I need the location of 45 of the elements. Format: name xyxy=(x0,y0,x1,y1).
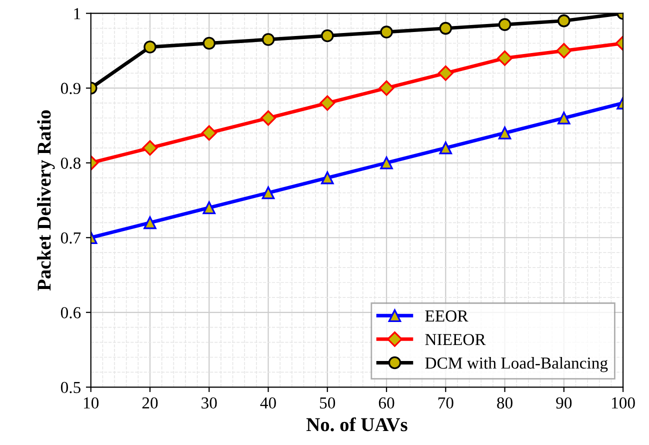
x-tick-label: 100 xyxy=(612,397,635,409)
point xyxy=(201,125,217,141)
y-tick-label: 0.6 xyxy=(60,307,81,318)
point xyxy=(556,43,572,58)
x-tick-label: 10 xyxy=(84,397,99,409)
y-tick-label: 0.5 xyxy=(60,382,80,394)
point xyxy=(439,142,452,154)
point xyxy=(260,110,276,126)
point xyxy=(498,126,512,140)
point xyxy=(558,112,570,124)
point xyxy=(558,14,570,28)
point xyxy=(320,95,336,111)
point xyxy=(202,36,216,50)
point xyxy=(320,171,334,184)
point xyxy=(380,26,393,38)
point xyxy=(262,186,275,200)
x-tick-label: 60 xyxy=(378,397,394,409)
x-tick-label: 90 xyxy=(556,397,572,409)
point xyxy=(202,201,216,214)
point xyxy=(438,65,454,81)
y-axis-title: Packet Delivery Ratio xyxy=(37,110,55,291)
point xyxy=(144,216,156,230)
legend-label: NIEEOR xyxy=(425,334,486,346)
legend-label: DCM with Load-Balancing xyxy=(425,356,608,372)
point xyxy=(378,80,394,96)
point xyxy=(142,140,158,156)
point xyxy=(262,33,275,46)
y-tick-label: 0.7 xyxy=(60,232,81,244)
x-tick-label: 20 xyxy=(142,397,158,409)
x-tick-label: 80 xyxy=(497,397,512,409)
point xyxy=(439,22,452,35)
y-tick-label: 0.8 xyxy=(60,158,80,169)
point xyxy=(498,18,512,31)
point xyxy=(497,50,512,66)
y-tick-label: 1 xyxy=(74,8,80,20)
legend-label: EEOR xyxy=(425,310,468,322)
y-tick-label: 0.9 xyxy=(60,82,80,94)
x-tick-label: 50 xyxy=(320,397,336,409)
x-tick-label: 70 xyxy=(438,397,454,409)
point xyxy=(320,29,334,42)
point xyxy=(144,40,156,54)
x-axis-title: No. of UAVs xyxy=(306,417,408,432)
x-tick-label: 30 xyxy=(202,397,217,409)
x-tick-label: 40 xyxy=(260,397,276,409)
point xyxy=(380,156,393,170)
